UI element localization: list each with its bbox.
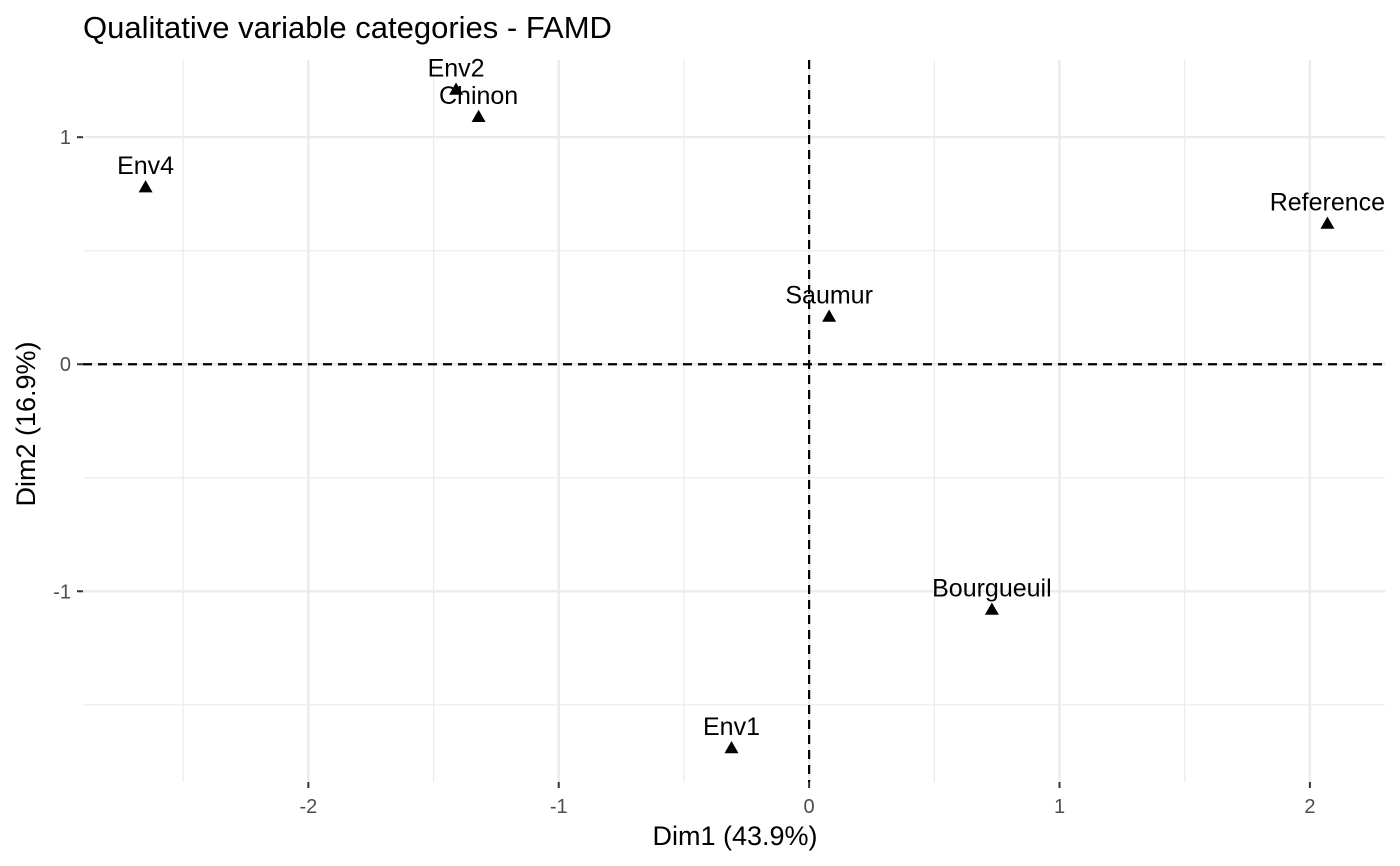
point-env2-marker [449,82,464,95]
point-chinon-marker [471,109,486,123]
axis-ticks: -2 -1 0 1 2 -1 0 1 [53,127,1315,818]
y-tick-label: 1 [60,127,71,149]
point-env4-label: Env4 [117,152,174,180]
y-tick-label: 0 [60,354,71,376]
x-tick-label: 0 [804,796,815,818]
point-env2-label: Env2 [428,55,485,83]
point-env1-label: Env1 [703,713,760,741]
point-env1-marker [724,740,739,754]
x-tick-label: 1 [1054,796,1065,818]
point-bourgueuil-marker [984,602,999,615]
point-chinon-label: Chinon [439,82,518,110]
point-bourgueuil-label: Bourgueuil [932,574,1052,602]
chart-title: Qualitative variable categories - FAMD [83,10,612,45]
x-tick-label: -1 [550,796,568,818]
y-tick-label: -1 [53,581,71,603]
x-axis-label: Dim1 (43.9%) [652,821,817,851]
point-reference-label: Reference [1270,188,1385,216]
point-env4-marker [138,180,153,193]
point-saumur-label: Saumur [785,282,873,310]
x-tick-label: 2 [1304,796,1315,818]
y-axis-label: Dim2 (16.9%) [11,341,41,506]
grid-layer [83,60,1385,782]
x-tick-label: -2 [299,796,317,818]
point-reference-marker [1320,216,1335,229]
reference-lines [83,60,1385,782]
point-saumur-marker [822,309,837,322]
